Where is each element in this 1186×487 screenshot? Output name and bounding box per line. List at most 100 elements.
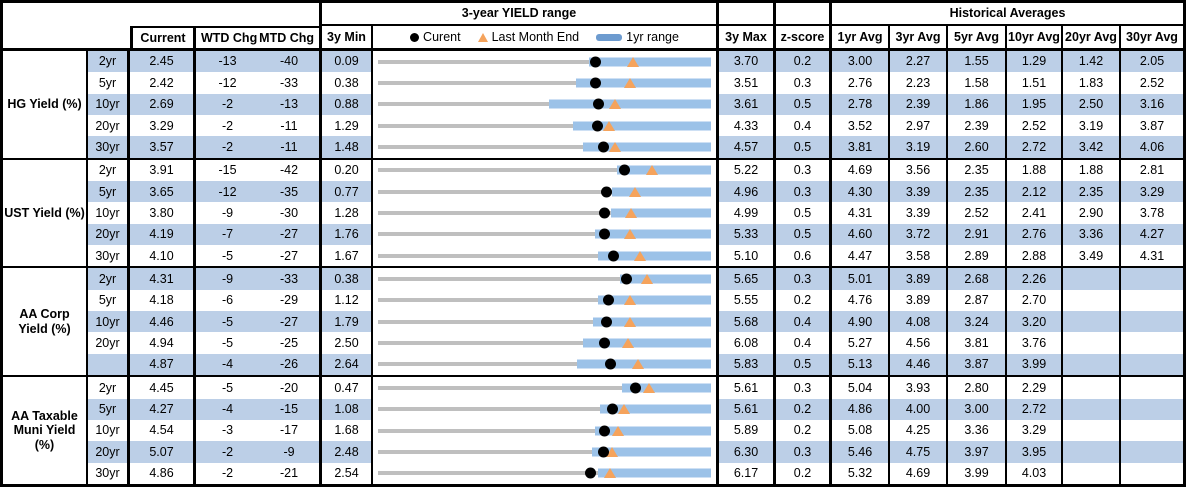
col-header-3yr-avg: 3yr Avg <box>890 26 948 51</box>
cell-avg-6 <box>1121 420 1183 441</box>
range-strip-chart <box>373 311 719 333</box>
current-dot-icon <box>410 32 420 42</box>
cell-3y-min: 2.64 <box>322 353 373 376</box>
cell-3y-min: 1.12 <box>322 289 373 312</box>
cell-3y-min: 1.79 <box>322 311 373 333</box>
cell-current: 2.69 <box>130 93 196 116</box>
cell-mtd-chg: -30 <box>259 202 322 224</box>
cell-tenor: 2yr <box>88 51 130 73</box>
last-month-end-triangle <box>623 316 636 327</box>
cell-z-score: 0.5 <box>776 136 832 158</box>
cell-tenor: 30yr <box>88 245 130 267</box>
legend-1yr-range: 1yr range <box>596 30 679 44</box>
cell-avg-3: 2.89 <box>948 245 1007 267</box>
cell-mtd-chg: -27 <box>259 245 322 267</box>
cell-mtd-chg: -11 <box>259 115 322 137</box>
cell-avg-5 <box>1063 289 1121 312</box>
cell-avg-2: 3.19 <box>890 136 948 158</box>
cell-avg-3: 3.87 <box>948 353 1007 376</box>
group-separator <box>3 375 1183 378</box>
cell-current: 4.46 <box>130 311 196 333</box>
last-month-end-triangle <box>642 382 655 393</box>
range-strip-chart <box>373 181 719 203</box>
cell-avg-5 <box>1063 441 1121 463</box>
cell-tenor: 10yr <box>88 419 130 442</box>
cell-avg-2: 3.56 <box>890 159 948 182</box>
cell-3y-max: 5.33 <box>719 223 776 246</box>
cell-3y-min: 2.50 <box>322 332 373 354</box>
cell-avg-6: 3.29 <box>1121 181 1183 203</box>
cell-tenor <box>88 353 130 376</box>
cell-avg-2: 2.39 <box>890 93 948 116</box>
cell-mtd-chg: -25 <box>259 332 322 354</box>
cell-avg-1: 4.69 <box>832 159 890 182</box>
cell-z-score: 0.2 <box>776 289 832 312</box>
cell-3y-max: 5.61 <box>719 377 776 399</box>
legend-range-label: 1yr range <box>626 29 679 44</box>
cell-3y-max: 6.30 <box>719 441 776 463</box>
current-dot <box>585 467 597 479</box>
cell-3y-max: 4.99 <box>719 202 776 224</box>
cell-avg-2: 4.08 <box>890 311 948 333</box>
current-dot <box>599 228 611 240</box>
cell-avg-1: 5.32 <box>832 462 890 484</box>
cell-avg-5: 3.36 <box>1063 223 1121 246</box>
cell-avg-1: 5.08 <box>832 419 890 442</box>
range-strip-chart <box>373 159 719 182</box>
range-bar-icon <box>596 33 623 41</box>
cell-mtd-chg: -27 <box>259 223 322 246</box>
cell-tenor: 10yr <box>88 311 130 333</box>
range-track <box>378 471 711 476</box>
range-bar-1yr <box>598 295 711 305</box>
range-track <box>378 232 711 237</box>
cell-avg-3: 2.80 <box>948 377 1007 399</box>
cell-avg-6: 4.06 <box>1121 136 1183 158</box>
range-bar-1yr <box>582 142 711 152</box>
cell-avg-4: 1.29 <box>1007 51 1063 73</box>
current-dot <box>593 98 605 110</box>
cell-3y-min: 0.09 <box>322 51 373 73</box>
cell-z-score: 0.3 <box>776 441 832 463</box>
cell-avg-6: 2.81 <box>1139 163 1165 178</box>
cell-z-score: 0.3 <box>776 268 832 290</box>
cell-current: 4.86 <box>130 462 196 484</box>
cell-avg-4: 1.88 <box>1007 159 1063 182</box>
cell-mtd-chg: -40 <box>259 51 322 73</box>
cell-avg-3: 3.81 <box>948 332 1007 354</box>
cell-avg-4: 3.95 <box>1007 441 1063 463</box>
cell-tenor: 20yr <box>88 223 130 246</box>
range-chart-title: 3-year YIELD range <box>322 3 719 26</box>
col-header-z-score: z-score <box>776 26 832 51</box>
cell-avg-3: 3.36 <box>948 419 1007 442</box>
current-dot <box>608 250 620 262</box>
cell-avg-5 <box>1063 268 1121 290</box>
last-month-end-triangle <box>623 229 636 240</box>
cell-avg-4: 1.51 <box>1007 72 1063 94</box>
cell-3y-min: 1.67 <box>322 245 373 267</box>
cell-avg-5: 1.42 <box>1063 51 1121 73</box>
cell-current: 4.45 <box>130 377 196 399</box>
range-track <box>378 277 711 282</box>
range-track <box>378 385 711 390</box>
cell-avg-5: 3.49 <box>1063 245 1121 267</box>
range-bar-1yr <box>600 404 711 414</box>
range-strip-chart <box>373 268 719 290</box>
cell-3y-max: 4.57 <box>719 136 776 158</box>
last-month-end-triangle <box>611 425 624 436</box>
cell-mtd-chg: -15 <box>259 398 322 420</box>
cell-3y-max: 5.10 <box>719 245 776 267</box>
cell-current: 5.07 <box>130 441 196 463</box>
last-month-end-triangle <box>634 250 647 261</box>
cell-avg-6 <box>1121 268 1183 290</box>
cell-avg-5 <box>1063 353 1121 376</box>
cell-avg-5: 3.42 <box>1063 136 1121 158</box>
cell-wtd-chg: -13 <box>196 51 259 73</box>
cell-avg-3: 3.00 <box>948 398 1007 420</box>
cell-z-score: 0.3 <box>776 72 832 94</box>
cell-avg-5: 2.50 <box>1063 93 1121 116</box>
range-track <box>378 168 711 173</box>
cell-avg-5 <box>1063 462 1121 484</box>
legend-last-month-end: Last Month End <box>477 30 579 44</box>
range-bar-1yr <box>611 187 711 197</box>
range-bar-1yr <box>617 165 711 175</box>
